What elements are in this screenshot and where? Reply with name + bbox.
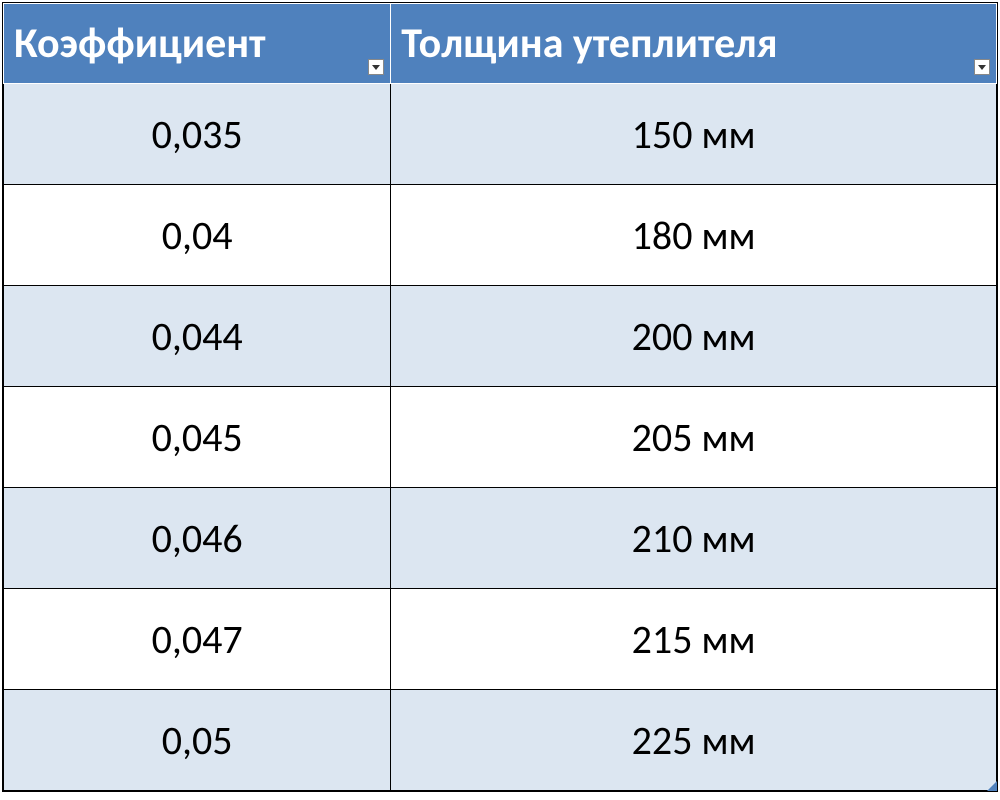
cell-thickness[interactable]: 225 мм bbox=[391, 690, 997, 791]
header-row: Коэффициент Толщина утеплителя bbox=[4, 4, 997, 84]
table-row[interactable]: 0,045 205 мм bbox=[4, 387, 997, 488]
cell-coefficient[interactable]: 0,044 bbox=[4, 286, 391, 387]
cell-coefficient[interactable]: 0,046 bbox=[4, 488, 391, 589]
cell-coefficient[interactable]: 0,035 bbox=[4, 84, 391, 185]
table-row[interactable]: 0,035 150 мм bbox=[4, 84, 997, 185]
cell-coefficient[interactable]: 0,04 bbox=[4, 185, 391, 286]
cell-coefficient[interactable]: 0,045 bbox=[4, 387, 391, 488]
table-body: 0,035 150 мм 0,04 180 мм 0,044 200 мм 0,… bbox=[4, 84, 997, 791]
table-header: Коэффициент Толщина утеплителя bbox=[4, 4, 997, 84]
cell-thickness[interactable]: 200 мм bbox=[391, 286, 997, 387]
excel-table-container: Коэффициент Толщина утеплителя 0,035 150… bbox=[2, 2, 998, 792]
table-row[interactable]: 0,046 210 мм bbox=[4, 488, 997, 589]
cell-thickness[interactable]: 150 мм bbox=[391, 84, 997, 185]
cell-thickness[interactable]: 215 мм bbox=[391, 589, 997, 690]
column-header-thickness[interactable]: Толщина утеплителя bbox=[391, 4, 997, 84]
excel-table-wrapper: Коэффициент Толщина утеплителя 0,035 150… bbox=[2, 2, 998, 792]
table-row[interactable]: 0,044 200 мм bbox=[4, 286, 997, 387]
cell-thickness[interactable]: 180 мм bbox=[391, 185, 997, 286]
cell-thickness[interactable]: 205 мм bbox=[391, 387, 997, 488]
column-header-coefficient[interactable]: Коэффициент bbox=[4, 4, 391, 84]
table-row[interactable]: 0,05 225 мм bbox=[4, 690, 997, 791]
filter-dropdown-icon[interactable] bbox=[368, 59, 384, 75]
table-row[interactable]: 0,04 180 мм bbox=[4, 185, 997, 286]
filter-dropdown-icon[interactable] bbox=[974, 59, 990, 75]
header-label-thickness: Толщина утеплителя bbox=[401, 18, 777, 69]
cell-thickness[interactable]: 210 мм bbox=[391, 488, 997, 589]
table-row[interactable]: 0,047 215 мм bbox=[4, 589, 997, 690]
cell-coefficient[interactable]: 0,05 bbox=[4, 690, 391, 791]
cell-coefficient[interactable]: 0,047 bbox=[4, 589, 391, 690]
insulation-thickness-table: Коэффициент Толщина утеплителя 0,035 150… bbox=[3, 3, 997, 791]
table-resize-handle-icon[interactable] bbox=[987, 781, 997, 791]
header-label-coefficient: Коэффициент bbox=[14, 18, 266, 69]
